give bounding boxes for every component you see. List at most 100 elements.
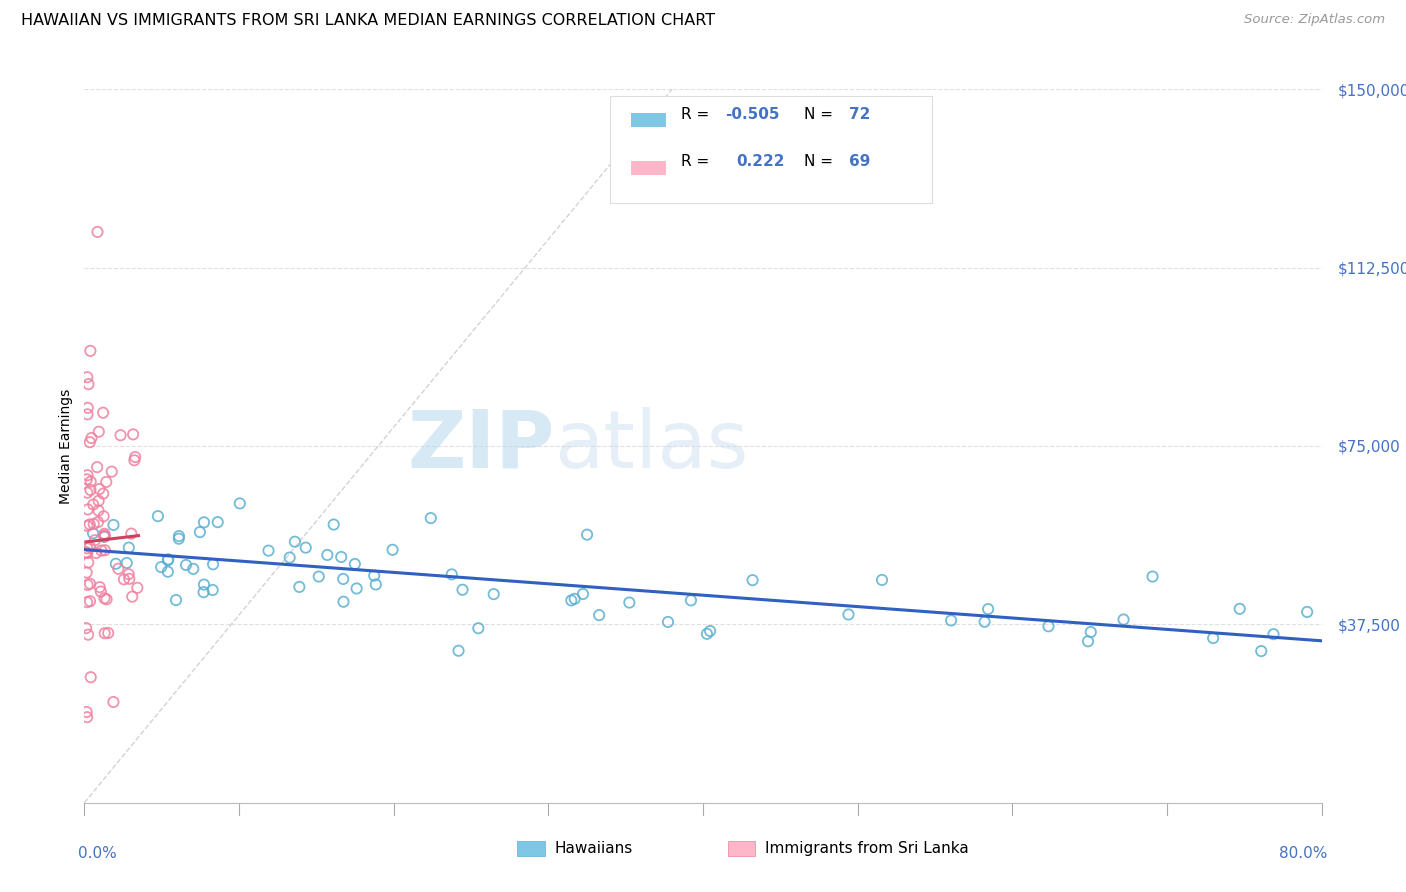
Text: Source: ZipAtlas.com: Source: ZipAtlas.com bbox=[1244, 13, 1385, 27]
Text: atlas: atlas bbox=[554, 407, 749, 485]
Point bbox=[440, 567, 463, 582]
Point bbox=[181, 562, 204, 576]
Point bbox=[939, 614, 962, 628]
Point bbox=[278, 550, 301, 565]
Point bbox=[82, 526, 104, 541]
Point bbox=[121, 590, 143, 604]
Point bbox=[103, 517, 125, 532]
Point bbox=[100, 465, 122, 479]
Point bbox=[76, 502, 98, 516]
Point bbox=[118, 541, 141, 555]
Point bbox=[1263, 627, 1285, 641]
Point bbox=[870, 573, 893, 587]
Point bbox=[447, 644, 470, 658]
Point bbox=[75, 545, 97, 559]
Point bbox=[91, 406, 114, 420]
Text: Immigrants from Sri Lanka: Immigrants from Sri Lanka bbox=[765, 841, 969, 856]
Point bbox=[82, 498, 104, 512]
Point bbox=[202, 558, 225, 572]
Point bbox=[93, 626, 115, 640]
Point bbox=[76, 566, 98, 580]
Point bbox=[93, 530, 115, 544]
Point bbox=[80, 670, 103, 684]
Text: R =: R = bbox=[681, 107, 714, 121]
Point bbox=[741, 573, 763, 587]
Point bbox=[115, 556, 138, 570]
Point bbox=[1142, 569, 1164, 583]
Point bbox=[467, 621, 489, 635]
FancyBboxPatch shape bbox=[610, 96, 932, 203]
Point bbox=[118, 567, 141, 582]
Point bbox=[482, 587, 505, 601]
Point bbox=[193, 577, 215, 591]
Point bbox=[79, 517, 101, 532]
Point bbox=[76, 408, 98, 422]
Point bbox=[96, 475, 118, 489]
Point bbox=[84, 546, 107, 560]
Point bbox=[193, 516, 215, 530]
Point bbox=[364, 577, 387, 591]
Point bbox=[1250, 644, 1272, 658]
Point bbox=[156, 565, 179, 579]
Point bbox=[127, 581, 149, 595]
Text: R =: R = bbox=[681, 154, 714, 169]
Point bbox=[1229, 602, 1251, 616]
Point bbox=[150, 560, 173, 574]
Point bbox=[89, 580, 111, 594]
Point bbox=[87, 515, 110, 529]
Point bbox=[79, 475, 101, 489]
Point bbox=[696, 627, 718, 641]
Point bbox=[118, 572, 141, 586]
Point bbox=[699, 624, 721, 638]
Point bbox=[588, 608, 610, 623]
Point bbox=[76, 468, 98, 483]
Point bbox=[146, 509, 169, 524]
Point bbox=[87, 425, 110, 439]
Text: HAWAIIAN VS IMMIGRANTS FROM SRI LANKA MEDIAN EARNINGS CORRELATION CHART: HAWAIIAN VS IMMIGRANTS FROM SRI LANKA ME… bbox=[21, 13, 716, 29]
Point bbox=[79, 343, 101, 358]
Point bbox=[93, 509, 115, 524]
Point bbox=[90, 543, 112, 558]
Text: N =: N = bbox=[804, 154, 838, 169]
Point bbox=[76, 710, 98, 724]
Point bbox=[90, 584, 112, 599]
Point bbox=[87, 503, 110, 517]
Text: -0.505: -0.505 bbox=[725, 107, 780, 121]
Point bbox=[80, 431, 103, 445]
Point bbox=[86, 460, 108, 475]
FancyBboxPatch shape bbox=[517, 840, 544, 856]
Point bbox=[89, 482, 111, 496]
Point bbox=[419, 511, 441, 525]
Text: N =: N = bbox=[804, 107, 838, 121]
Point bbox=[76, 370, 98, 384]
Point bbox=[157, 552, 180, 566]
Point bbox=[76, 595, 98, 609]
Text: Hawaiians: Hawaiians bbox=[554, 841, 633, 856]
Point bbox=[110, 428, 132, 442]
Point bbox=[156, 553, 179, 567]
Point bbox=[451, 582, 474, 597]
Text: ZIP: ZIP bbox=[408, 407, 554, 485]
Text: 0.222: 0.222 bbox=[737, 154, 785, 169]
FancyBboxPatch shape bbox=[631, 161, 666, 175]
Point bbox=[564, 591, 586, 606]
Point bbox=[343, 557, 366, 571]
Point bbox=[79, 594, 101, 608]
Point bbox=[76, 401, 98, 415]
Point bbox=[112, 572, 135, 586]
Text: 69: 69 bbox=[849, 154, 870, 169]
Point bbox=[124, 450, 146, 464]
Point bbox=[977, 602, 1000, 616]
Point bbox=[174, 558, 197, 572]
Point bbox=[1080, 625, 1102, 640]
FancyBboxPatch shape bbox=[631, 113, 666, 127]
Point bbox=[93, 591, 115, 606]
Point bbox=[124, 453, 146, 467]
Point bbox=[76, 705, 98, 719]
Point bbox=[165, 593, 187, 607]
Point bbox=[657, 615, 679, 629]
Point bbox=[973, 615, 995, 629]
Point bbox=[308, 569, 330, 583]
FancyBboxPatch shape bbox=[728, 840, 755, 856]
Point bbox=[75, 621, 97, 635]
